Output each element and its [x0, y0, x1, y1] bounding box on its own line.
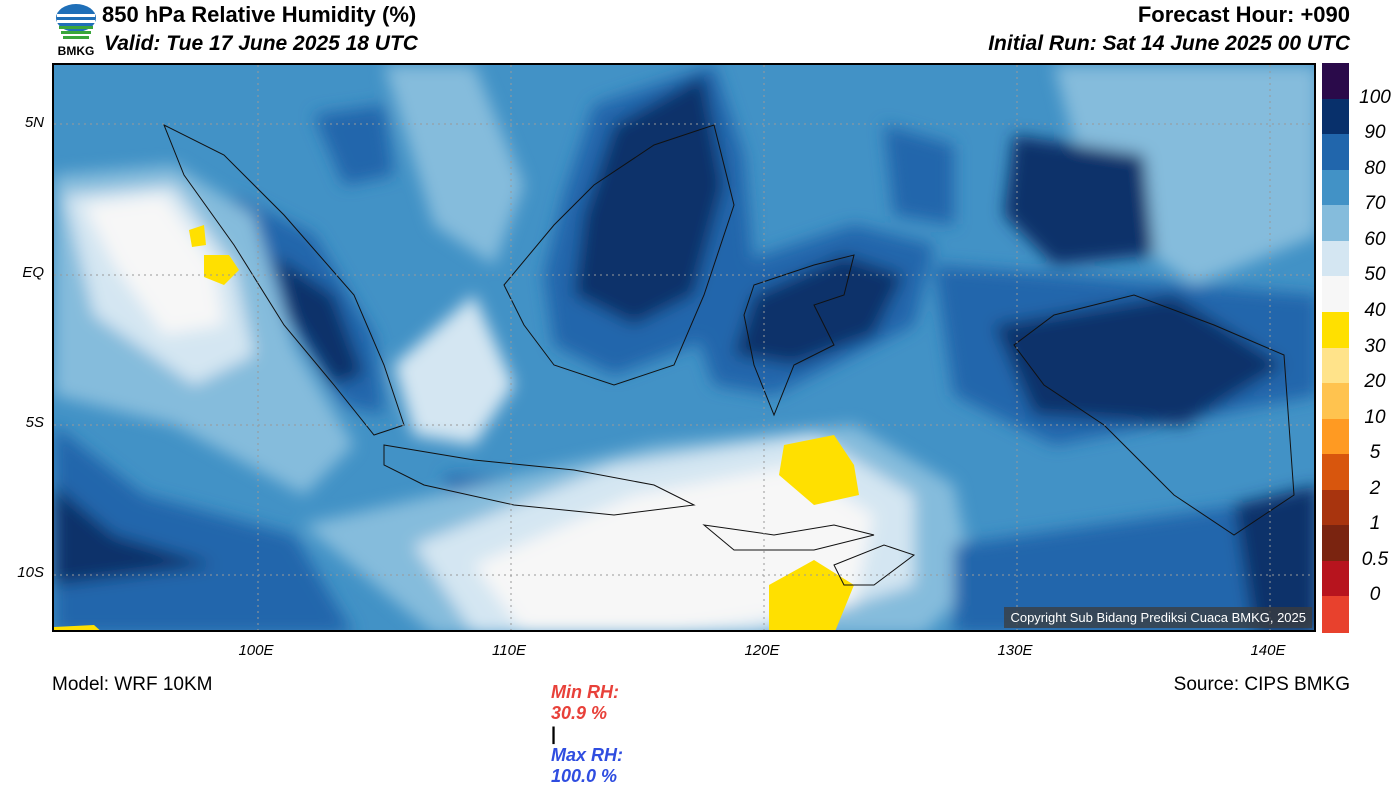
colorbar-segment	[1322, 98, 1349, 135]
colorbar-label: 5	[1369, 442, 1381, 464]
source-label: Source: CIPS BMKG	[1173, 674, 1350, 695]
bmkg-logo: BMKG	[53, 2, 99, 60]
colorbar-label: 50	[1364, 264, 1386, 286]
rh-separator: |	[551, 724, 557, 744]
colorbar	[1322, 63, 1349, 633]
max-rh-label: Max RH:	[551, 745, 624, 765]
colorbar-segment	[1322, 311, 1349, 348]
colorbar-segment	[1322, 63, 1349, 100]
colorbar-segment	[1322, 489, 1349, 526]
colorbar-segment	[1322, 276, 1349, 313]
lon-label-110e: 110E	[492, 642, 526, 659]
colorbar-label: 0.5	[1361, 548, 1389, 570]
chart-title: 850 hPa Relative Humidity (%)	[102, 2, 417, 27]
colorbar-segment	[1322, 560, 1349, 597]
logo-text: BMKG	[57, 44, 95, 58]
colorbar-label: 60	[1364, 228, 1386, 250]
colorbar-label: 0	[1369, 584, 1381, 606]
colorbar-label: 20	[1364, 371, 1386, 393]
lon-label-140e: 140E	[1250, 642, 1286, 659]
colorbar-segment	[1322, 383, 1349, 420]
colorbar-label: 90	[1364, 122, 1386, 144]
lon-label-130e: 130E	[997, 642, 1033, 659]
colorbar-segment	[1322, 596, 1349, 633]
colorbar-segment	[1322, 134, 1349, 171]
max-rh-value: 100.0 %	[551, 766, 618, 786]
colorbar-segment	[1322, 169, 1349, 206]
colorbar-label: 80	[1364, 157, 1386, 179]
model-label: Model: WRF 10KM	[52, 674, 213, 695]
colorbar-segment	[1322, 205, 1349, 242]
colorbar-label: 70	[1364, 193, 1386, 215]
colorbar-label: 100	[1359, 86, 1391, 108]
colorbar-label: 30	[1364, 335, 1386, 357]
colorbar-label: 40	[1364, 299, 1386, 321]
lat-label-eq: EQ	[22, 264, 44, 281]
colorbar-segment	[1322, 525, 1349, 562]
initial-run: Initial Run: Sat 14 June 2025 00 UTC	[988, 32, 1350, 55]
humidity-map: Copyright Sub Bidang Prediksi Cuaca BMKG…	[52, 63, 1316, 632]
colorbar-segment	[1322, 347, 1349, 384]
colorbar-segment	[1322, 240, 1349, 277]
copyright-notice: Copyright Sub Bidang Prediksi Cuaca BMKG…	[1004, 607, 1312, 628]
colorbar-label: 1	[1369, 513, 1381, 535]
min-rh-label: Min RH:	[551, 682, 619, 702]
lat-label-10s: 10S	[17, 564, 44, 581]
lon-label-100e: 100E	[238, 642, 274, 659]
colorbar-segment	[1322, 454, 1349, 491]
lat-label-5s: 5S	[25, 414, 44, 431]
humidity-field	[54, 65, 1314, 630]
lat-label-5n: 5N	[24, 114, 44, 131]
forecast-hour: Forecast Hour: +090	[1137, 2, 1350, 27]
colorbar-label: 2	[1369, 477, 1381, 499]
min-rh-value: 30.9 %	[551, 703, 608, 723]
colorbar-segment	[1322, 418, 1349, 455]
lon-label-120e: 120E	[744, 642, 780, 659]
rh-stats: Min RH: 30.9 % | Max RH: 100.0 %	[541, 661, 623, 787]
colorbar-label: 10	[1364, 406, 1386, 428]
valid-time: Valid: Tue 17 June 2025 18 UTC	[104, 32, 418, 55]
